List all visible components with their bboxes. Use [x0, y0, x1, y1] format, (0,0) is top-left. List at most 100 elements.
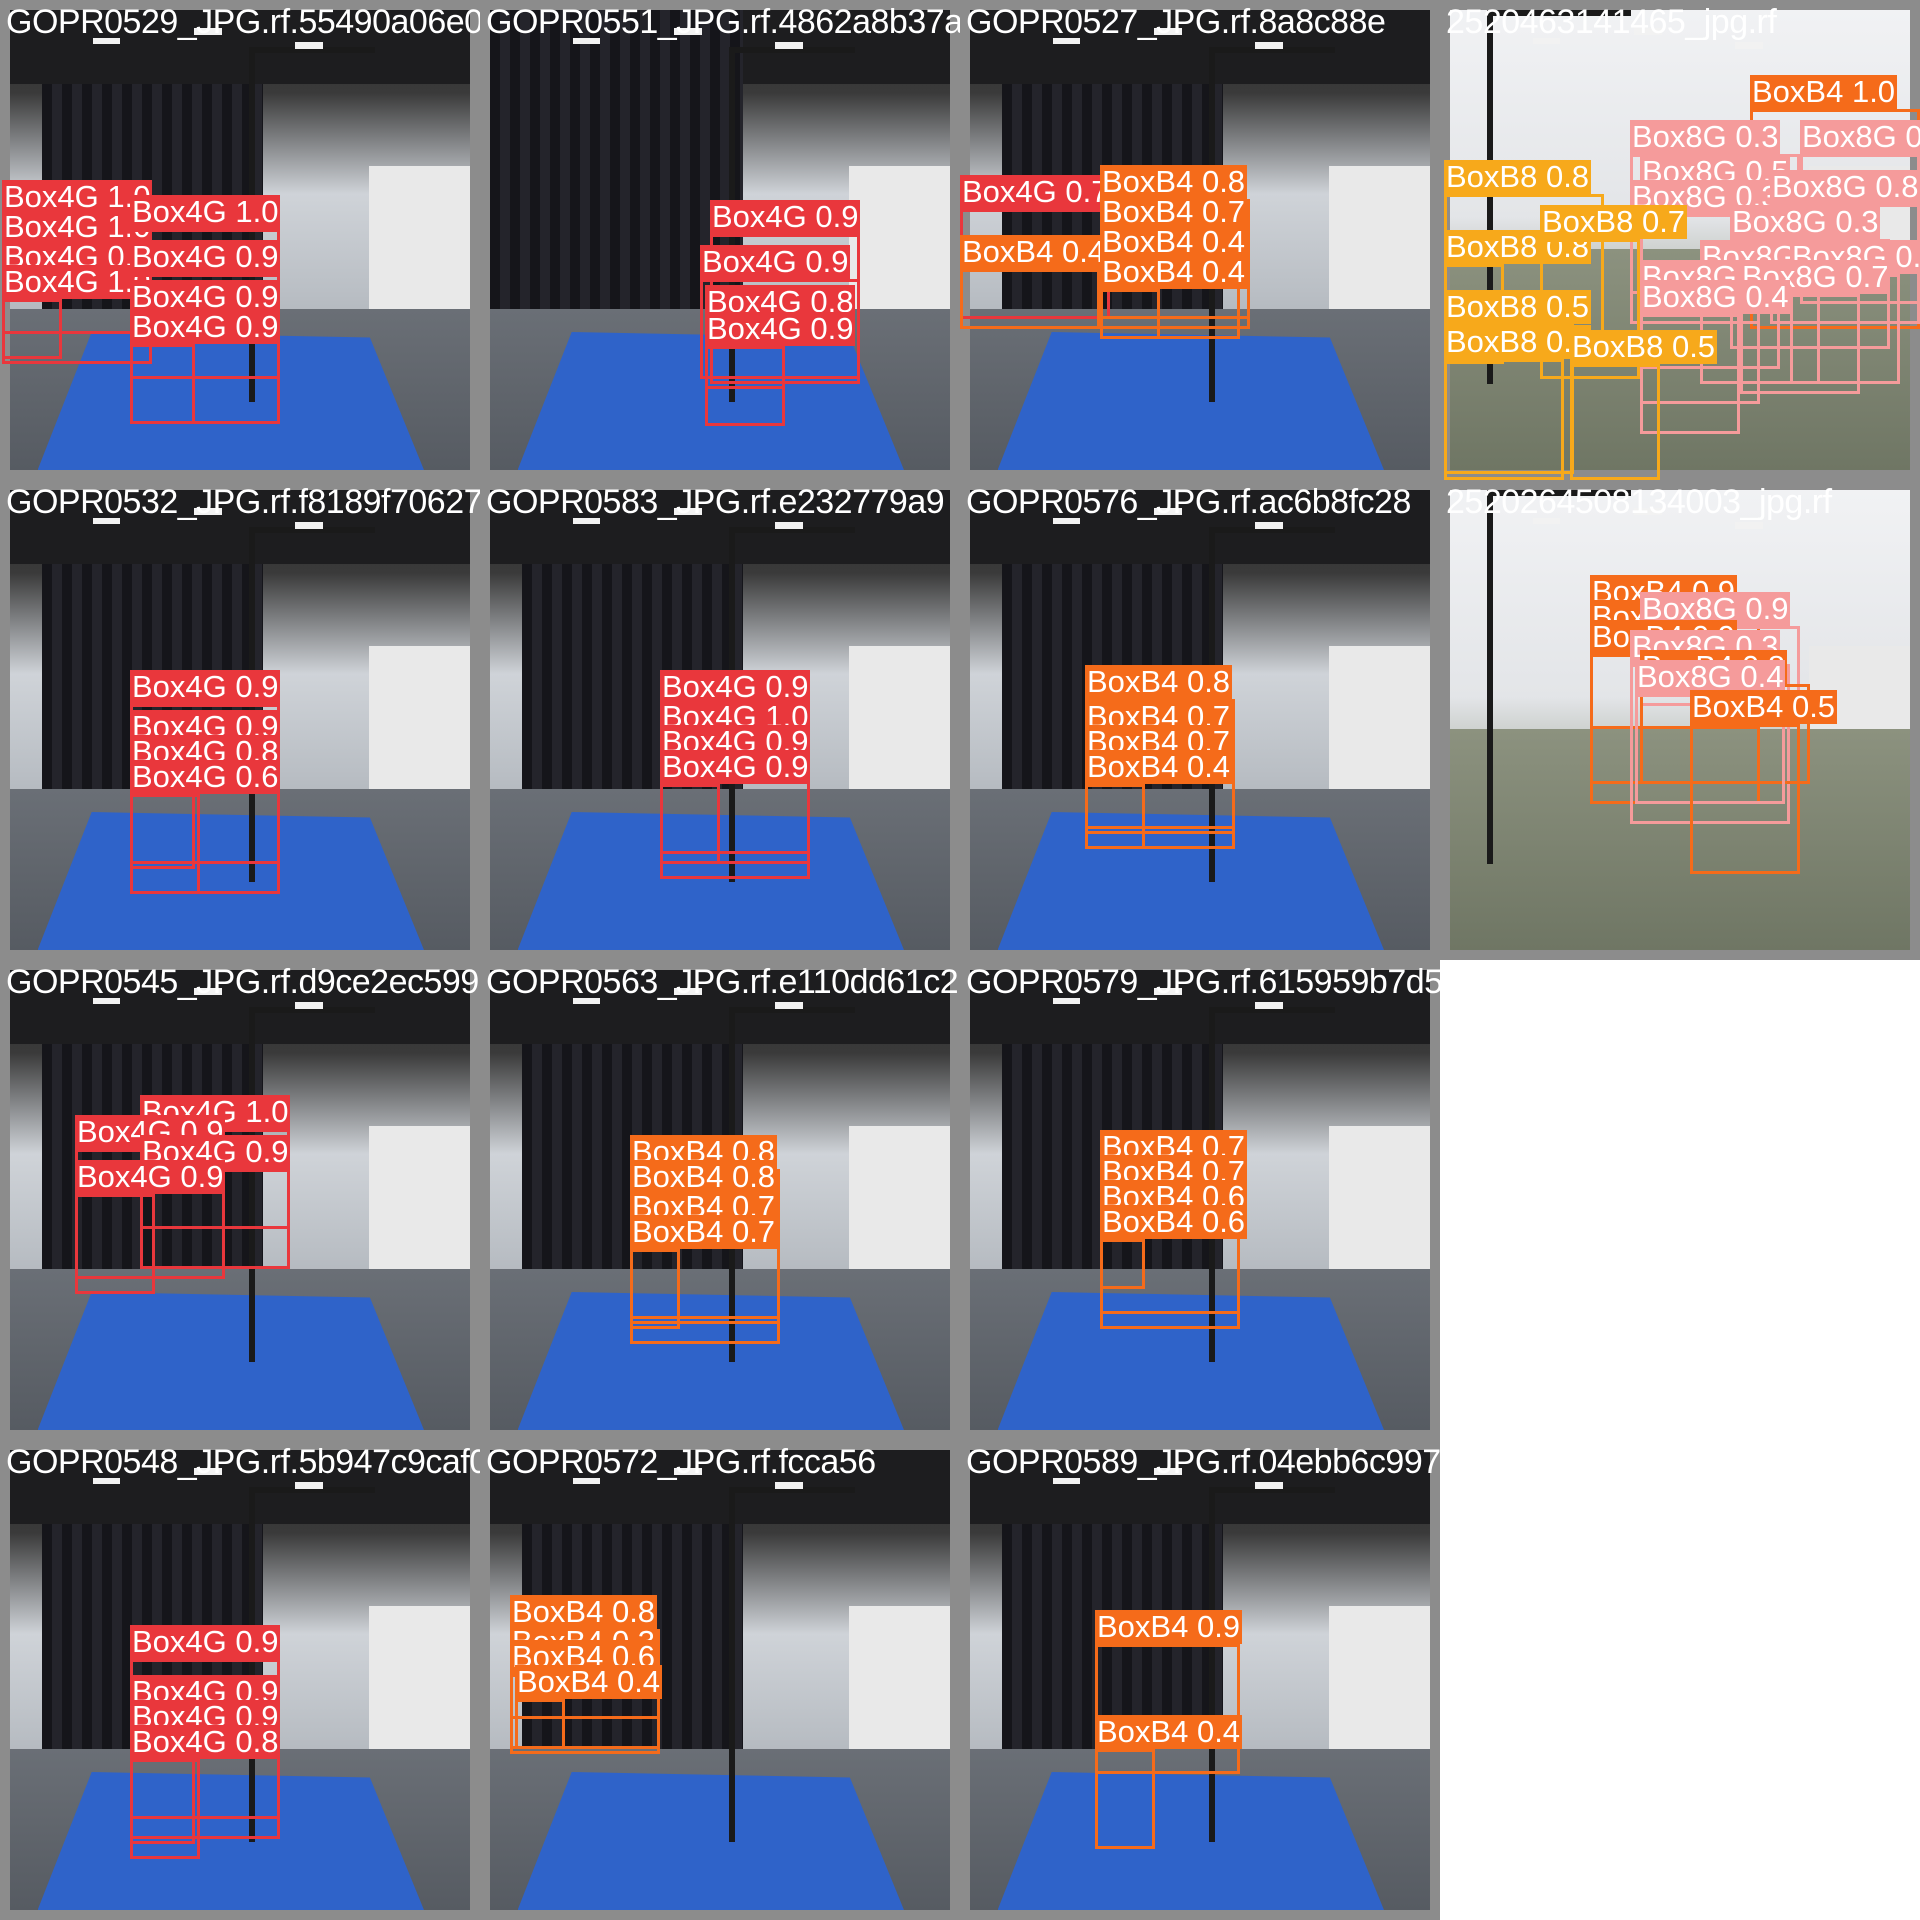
- tarp-region: [37, 332, 424, 470]
- tile-filename: GOPR0576_JPG.rf.ac6b8fc28: [966, 483, 1411, 521]
- detection-label: Box4G 1.0: [2, 179, 153, 214]
- shelf-region: [368, 166, 470, 332]
- detection-label: BoxB4 0.4: [960, 234, 1108, 269]
- detection-box: [1570, 364, 1660, 480]
- detection-box: [2, 299, 62, 359]
- detection-box: [700, 279, 860, 379]
- ceiling-region: [490, 970, 950, 1044]
- detection-label: Box8G 0.6: [1800, 120, 1920, 154]
- ceiling-region: [10, 1450, 470, 1524]
- ceiling-light: [775, 42, 803, 50]
- detection-label: Box4G 0.9: [710, 199, 861, 234]
- shelf-region: [1328, 1606, 1430, 1772]
- ceiling-region: [970, 1450, 1430, 1524]
- detection-label: BoxB4 0.8: [510, 1594, 658, 1629]
- ceiling-light: [1532, 517, 1561, 525]
- detection-label: Box4G 0.9: [130, 239, 281, 274]
- detection-label: BoxB4 0.4: [1085, 749, 1233, 784]
- shelf-region: [1328, 1126, 1430, 1292]
- shelf-region: [848, 646, 950, 812]
- ceiling-light: [1052, 1477, 1081, 1485]
- detection-label: Box4G 1.0: [2, 264, 153, 299]
- detection-label: BoxB8 0.5: [1570, 329, 1718, 364]
- ceiling-light: [1634, 508, 1662, 516]
- ceiling-light: [572, 37, 601, 45]
- detection-label: BoxB4 0.5: [1690, 689, 1838, 724]
- shelf-region: [368, 1126, 470, 1292]
- detection-label: Box4G 0.9: [130, 309, 281, 344]
- detection-label: Box8G 0.8: [1770, 169, 1920, 204]
- tarp-region: [37, 812, 424, 950]
- ceiling-region: [970, 970, 1430, 1044]
- ceiling-region: [970, 10, 1430, 84]
- image-tile: BoxB4 0.8 BoxB4 0.7 BoxB4 0.7 BoxB4 0.4 GOPR…: [960, 480, 1440, 960]
- detection-label: Box8G 0.3: [1630, 179, 1781, 214]
- detection-label: BoxB8 0.8: [1444, 229, 1592, 264]
- tarp-region: [997, 332, 1384, 470]
- truss-region: [1486, 10, 1631, 384]
- detection-label: BoxB8 0.8: [1444, 159, 1592, 194]
- ceiling-light: [1735, 42, 1763, 50]
- detection-box: [130, 1759, 200, 1859]
- detection-label: BoxB8 0.5: [1444, 289, 1592, 324]
- detection-box: [1100, 289, 1160, 339]
- tile-filename: GOPR0583_JPG.rf.e232779a9: [486, 483, 945, 521]
- truss-region: [729, 1486, 855, 1843]
- detection-label: BoxB4 0.9: [1095, 1609, 1243, 1644]
- detection-box: [1444, 359, 1564, 480]
- detection-box: [75, 1194, 155, 1294]
- ceiling-region: [970, 490, 1430, 564]
- detection-label: BoxB4 0.8: [1085, 664, 1233, 699]
- tile-filename: GOPR0532_JPG.rf.f8189f70627e886588d9ce23…: [6, 483, 480, 521]
- detection-label: BoxB8 0.9: [1444, 324, 1592, 359]
- ceiling-light: [1154, 508, 1182, 516]
- detection-label: Box4G 0.9: [660, 669, 811, 704]
- detection-label: Box4G 1.0: [2, 209, 153, 244]
- tarp-region: [37, 1292, 424, 1430]
- image-tile: Box4G 0.9 Box4G 0.9 Box4G 0.8 Box4G 0.9 GOPR…: [480, 0, 960, 480]
- detection-box: [1095, 1644, 1240, 1774]
- ceiling-region: [490, 1450, 950, 1524]
- image-tile: Box4G 1.0 Box4G 0.9 Box4G 0.9 Box4G 0.9 GOPR…: [0, 960, 480, 1440]
- ceiling-light: [674, 508, 702, 516]
- photo: [10, 490, 470, 950]
- detection-box: [1095, 1749, 1155, 1849]
- tile-filename: GOPR0563_JPG.rf.e110dd61c2: [486, 963, 959, 1001]
- photo: [970, 1450, 1430, 1910]
- detection-label: BoxB4 0.7: [630, 1214, 778, 1249]
- ceiling-light: [1052, 37, 1081, 45]
- detection-label: Box4G 0.8: [130, 1724, 281, 1759]
- detection-box: [515, 1699, 565, 1749]
- detection-label: Box4G 0.6: [130, 759, 281, 794]
- image-tile: Box4G 0.7 BoxB4 0.4 BoxB4 0.8 BoxB4 0.7 BoxB…: [960, 0, 1440, 480]
- detection-label: BoxB8 0.7: [1540, 204, 1688, 239]
- detection-label: Box8G 0.3: [1630, 119, 1781, 154]
- detection-label: BoxB4 0.4: [515, 1664, 663, 1699]
- detection-label: Box4G 0.7: [960, 174, 1111, 209]
- detection-label: Box4G 0.9: [130, 669, 281, 704]
- photo: [490, 10, 950, 470]
- detection-label: BoxB4 0.8: [630, 1159, 778, 1194]
- tile-filename: GOPR0545_JPG.rf.d9ce2ec599e50f563fee4201…: [6, 963, 480, 1001]
- ceiling-light: [1532, 37, 1561, 45]
- detection-box: [1640, 314, 1740, 434]
- shelf-region: [368, 1606, 470, 1772]
- ceiling-region: [10, 970, 470, 1044]
- detection-box: [1100, 1239, 1145, 1289]
- tile-filename: 2520264508134003_jpg.rf: [1446, 483, 1832, 521]
- ceiling-light: [1255, 1002, 1283, 1010]
- ceiling-light: [194, 988, 222, 996]
- detection-box: [130, 794, 200, 894]
- ceiling-light: [775, 1482, 803, 1490]
- ceiling-light: [92, 37, 121, 45]
- ceiling-light: [92, 997, 121, 1005]
- ceiling-light: [1255, 522, 1283, 530]
- truss-region: [1209, 1486, 1335, 1843]
- detection-label: BoxB4 0.4: [1100, 254, 1248, 289]
- ceiling-light: [674, 988, 702, 996]
- ceiling-light: [572, 517, 601, 525]
- ceiling-light: [1154, 988, 1182, 996]
- ceiling-light: [295, 522, 323, 530]
